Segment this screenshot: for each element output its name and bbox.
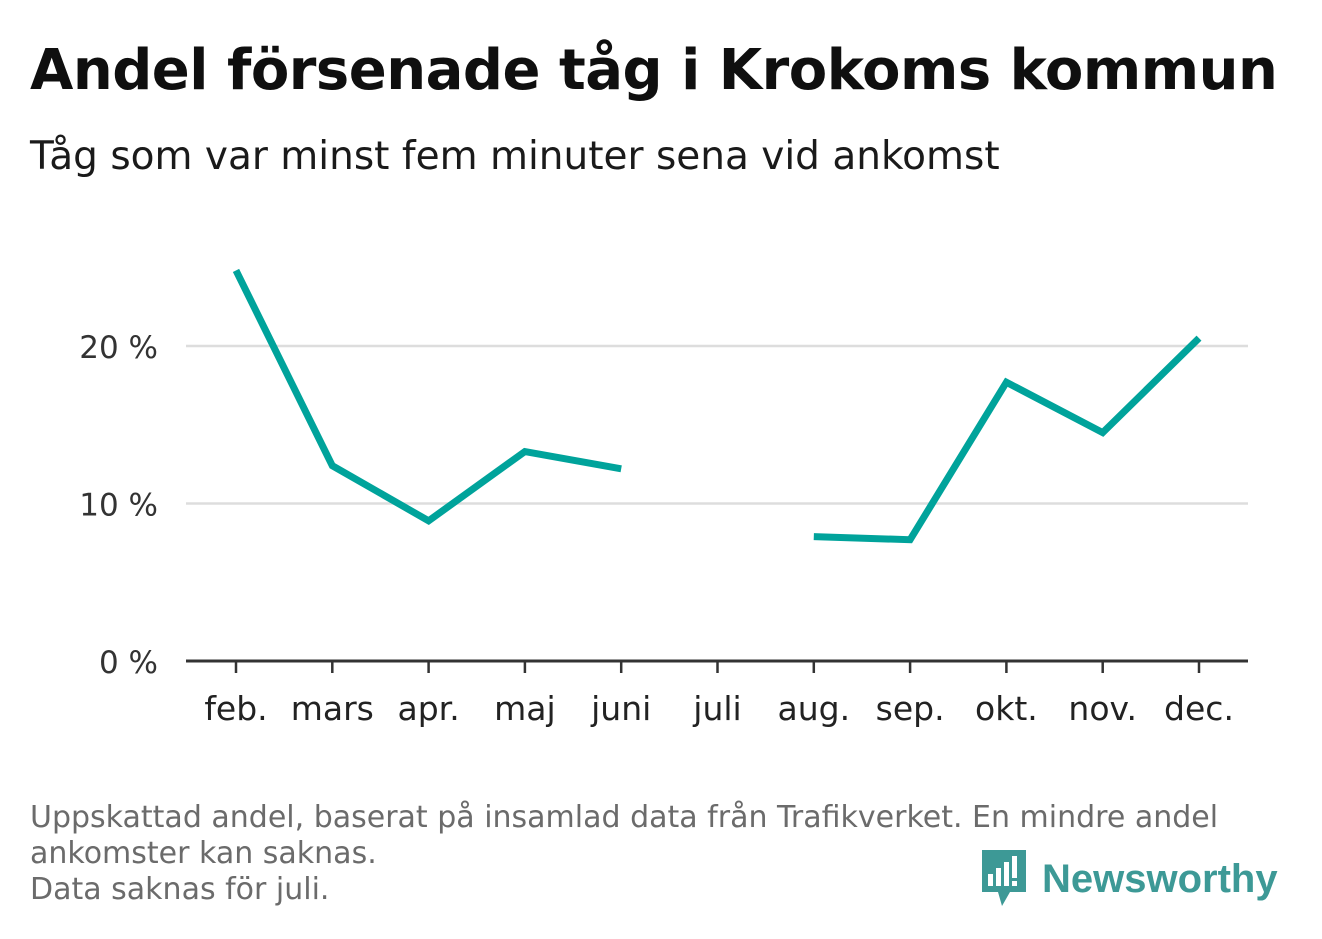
x-tick-label: feb.: [204, 689, 267, 728]
y-tick-label: 0 %: [99, 645, 158, 681]
series-line: [232, 268, 1202, 544]
footnote-line-2: ankomster kan saknas.: [30, 836, 377, 871]
brand-name: Newsworthy: [1042, 856, 1278, 901]
newsworthy-logo-icon: [982, 850, 1026, 906]
x-tick-label: apr.: [397, 689, 459, 728]
chart-subtitle: Tåg som var minst fem minuter sena vid a…: [30, 134, 1000, 179]
x-tick-label: dec.: [1164, 689, 1234, 728]
x-tick-label: sep.: [876, 689, 945, 728]
x-tick-label: juni: [590, 689, 651, 728]
footnote: Uppskattad andel, baserat på insamlad da…: [30, 800, 1290, 908]
x-tick-label: nov.: [1068, 689, 1137, 728]
x-tick-label: juli: [692, 689, 741, 728]
x-tick-label: maj: [494, 689, 556, 728]
y-tick-label: 10 %: [79, 488, 158, 524]
y-tick-label: 20 %: [79, 330, 158, 366]
gridlines: [186, 344, 1248, 505]
brand: Newsworthy: [980, 848, 1278, 910]
chart-title: Andel försenade tåg i Krokoms kommun: [30, 38, 1278, 103]
x-tick-label: mars: [291, 689, 374, 728]
x-tick-label: aug.: [778, 689, 851, 728]
footnote-line-3: Data saknas för juli.: [30, 872, 330, 907]
footnote-line-1: Uppskattad andel, baserat på insamlad da…: [30, 800, 1219, 835]
x-tick-label: okt.: [975, 689, 1038, 728]
series-line-segment: [813, 335, 1202, 544]
x-axis: [186, 659, 1248, 673]
series-line-segment: [232, 268, 622, 525]
tick-labels: 0 % 10 % 20 % feb. mars apr. maj juni juli aug. se…: [79, 330, 1234, 728]
